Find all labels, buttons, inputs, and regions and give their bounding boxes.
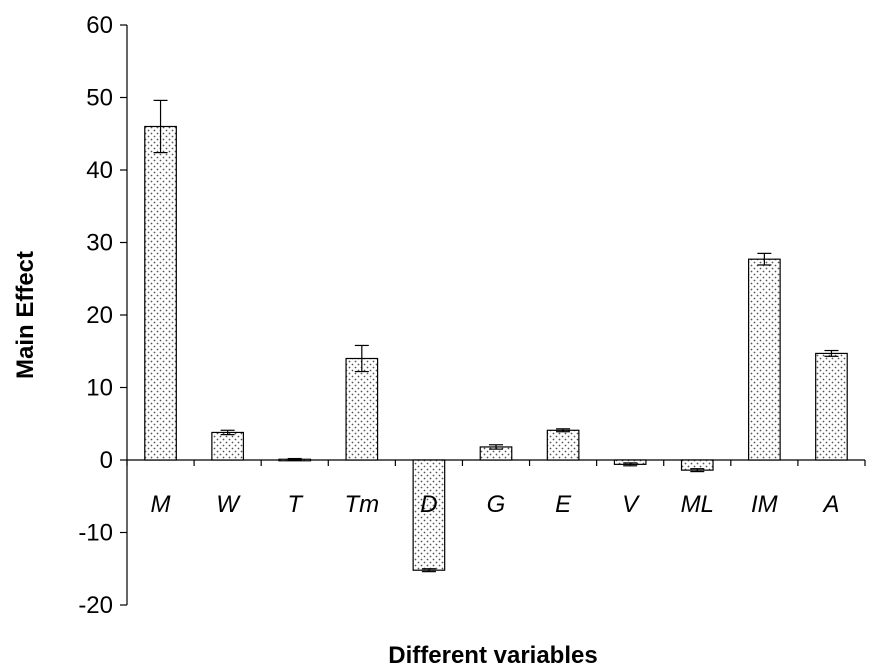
bar-m — [144, 125, 177, 461]
y-tick-label: 0 — [100, 447, 113, 474]
bar-a — [815, 352, 848, 461]
category-label: T — [287, 491, 304, 518]
y-tick-label: 10 — [86, 375, 113, 402]
category-label: W — [216, 491, 241, 518]
category-label: ML — [681, 491, 714, 518]
bar-im — [747, 258, 781, 461]
x-axis-title: Different variables — [388, 642, 597, 669]
error-bars — [153, 99, 839, 573]
y-tick-label: -10 — [78, 520, 113, 547]
category-label: IM — [751, 491, 778, 518]
y-tick-label: 20 — [86, 302, 113, 329]
y-tick-label: -20 — [78, 592, 113, 619]
y-tick-label: 60 — [86, 12, 113, 39]
bar-e — [546, 429, 580, 461]
y-tick-label: 50 — [86, 85, 113, 112]
y-axis-title: Main Effect — [12, 251, 39, 379]
y-tick-label: 40 — [86, 157, 113, 184]
y-axis: -20 -10 0 10 20 30 40 50 60 — [78, 12, 128, 619]
category-labels: M W T Tm D G E V ML IM A — [151, 491, 840, 518]
bar-tm — [345, 357, 379, 461]
category-label: M — [151, 491, 171, 518]
x-axis — [126, 459, 866, 466]
y-tick-label: 30 — [86, 230, 113, 257]
bar-w — [211, 431, 245, 461]
bars — [144, 125, 848, 571]
category-label: A — [821, 491, 839, 518]
bar-d — [412, 459, 446, 571]
category-label: V — [622, 491, 640, 518]
category-label: G — [487, 491, 506, 518]
category-label: D — [420, 491, 437, 518]
category-label: Tm — [344, 491, 379, 518]
category-label: E — [555, 491, 572, 518]
